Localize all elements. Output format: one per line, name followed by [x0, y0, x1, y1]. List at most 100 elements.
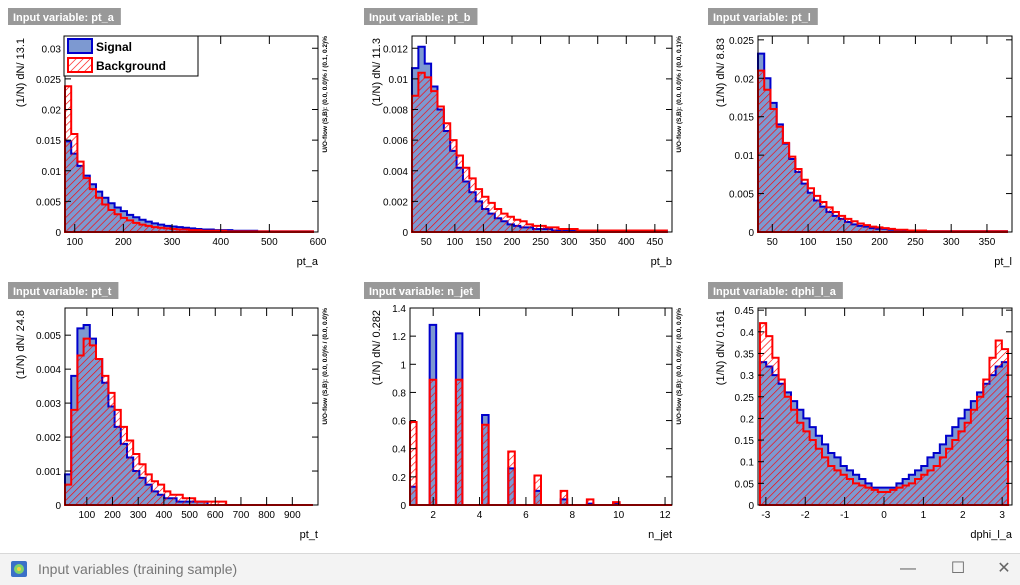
legend: Signal Background [63, 35, 199, 77]
x-tick-label: 4 [477, 510, 483, 521]
plots-svg: Input variable: pt_a 0 0.005 0.01 0.015 0.02 0… [8, 8, 1013, 541]
chart-panel-4: Input variable: n_jet 0 0.2 0.4 0.6 0.8 1 1.2 1.… [364, 282, 683, 541]
x-tick-label: 700 [233, 510, 250, 521]
x-tick-label: 2 [960, 510, 966, 521]
x-tick-label: 100 [78, 510, 95, 521]
plot-frame [757, 35, 1013, 233]
x-tick-label: 500 [181, 510, 198, 521]
background-histogram [64, 85, 314, 233]
chart-title-bar [708, 282, 843, 299]
close-button[interactable]: ✕ [997, 560, 1011, 577]
y-tick-label: 0.05 [735, 479, 755, 490]
plot-canvas: Input variable: pt_a 0 0.005 0.01 0.015 0.02 0… [8, 8, 1013, 541]
y-tick-label: 1.4 [392, 304, 406, 315]
y-axis-label: (1/N) dN/ 0.282 [371, 310, 383, 385]
x-tick-label: 12 [659, 510, 671, 521]
background-histogram [757, 69, 1008, 233]
x-axis-label: pt_t [300, 529, 318, 541]
y-tick-label: 0.015 [36, 136, 61, 147]
x-tick-label: 900 [284, 510, 301, 521]
x-tick-label: 0 [881, 510, 887, 521]
app-icon [11, 561, 27, 577]
y-axis-label: (1/N) dN/ 0.161 [715, 310, 727, 385]
x-tick-label: 600 [310, 237, 327, 248]
x-tick-label: 100 [800, 237, 817, 248]
x-tick-label: 1 [921, 510, 927, 521]
minimize-button[interactable]: — [900, 560, 916, 577]
y-tick-label: 0.008 [383, 106, 408, 117]
x-tick-label: 300 [561, 237, 578, 248]
y-tick-label: 0.005 [729, 190, 754, 201]
y-tick-label: 0 [748, 501, 754, 512]
overflow-label: U/O-flow (S,B): (0.0, 0.0)% / (0.1, 0.2)… [322, 36, 329, 153]
y-tick-label: 0 [748, 228, 754, 239]
x-tick-label: 100 [447, 237, 464, 248]
y-tick-label: 0.002 [383, 197, 408, 208]
chart-title-bar [364, 8, 478, 25]
y-tick-label: 0.45 [735, 306, 755, 317]
x-axis-label: pt_l [994, 256, 1012, 268]
chart-panel-5: Input variable: dphi_l_a 0 0.05 0.1 0.15 0.2 0… [708, 282, 1013, 541]
chart-panel-3: Input variable: pt_t 0 0.001 0.002 0.003 0.00… [8, 282, 329, 541]
x-tick-label: 350 [589, 237, 606, 248]
background-histogram [758, 322, 1010, 506]
window-title: Input variables (training sample) [38, 561, 238, 577]
x-tick-label: 100 [66, 237, 83, 248]
legend-background-swatch [67, 57, 93, 73]
y-tick-label: 0.25 [735, 393, 755, 404]
x-tick-label: 200 [504, 237, 521, 248]
plot-frame [411, 35, 673, 233]
x-tick-label: 200 [104, 510, 121, 521]
y-tick-label: 0.4 [392, 445, 406, 456]
x-tick-label: 400 [156, 510, 173, 521]
y-tick-label: 0.02 [42, 106, 62, 117]
y-tick-label: 0.6 [392, 417, 406, 428]
y-tick-label: 0.03 [42, 44, 62, 55]
y-tick-label: 1.2 [392, 332, 406, 343]
y-tick-label: 0.025 [36, 75, 61, 86]
y-tick-label: 0.01 [735, 151, 755, 162]
x-tick-label: 150 [475, 237, 492, 248]
y-tick-label: 0.005 [36, 331, 61, 342]
legend-signal-swatch [67, 38, 93, 54]
y-tick-label: 0.001 [36, 467, 61, 478]
y-tick-label: 0.8 [392, 388, 406, 399]
x-tick-label: 400 [212, 237, 229, 248]
x-tick-label: 250 [907, 237, 924, 248]
y-tick-label: 0.005 [36, 197, 61, 208]
x-axis-label: n_jet [648, 529, 672, 541]
window-titlebar: Input variables (training sample) — ☐ ✕ [0, 553, 1020, 585]
y-tick-label: 0.003 [36, 399, 61, 410]
x-tick-label: 500 [261, 237, 278, 248]
y-tick-label: 0.004 [36, 365, 61, 376]
background-histogram [411, 71, 668, 233]
chart-title: Input variable: pt_t [13, 286, 112, 298]
y-tick-label: 0.002 [36, 433, 61, 444]
overflow-label: U/O-flow (S,B): (0.0, 0.0)% / (0.0, 0.0)… [322, 308, 329, 425]
y-tick-label: 0.2 [392, 473, 406, 484]
y-tick-label: 0.004 [383, 167, 408, 178]
chart-title: Input variable: pt_l [713, 12, 811, 24]
y-tick-label: 0.3 [740, 371, 754, 382]
chart-panel-2: Input variable: pt_l 0 0.005 0.01 0.015 0.02 0… [708, 8, 1013, 268]
plot-frame [409, 307, 673, 506]
chart-title: Input variable: pt_a [13, 12, 115, 24]
overflow-label: U/O-flow (S,B): (0.0, 0.0)% / (0.0, 0.0)… [676, 308, 683, 425]
chart-title-bar [708, 8, 818, 25]
y-tick-label: 1 [400, 360, 406, 371]
x-tick-label: 300 [164, 237, 181, 248]
y-axis-label: (1/N) dN/ 8.83 [715, 38, 727, 107]
x-axis-label: pt_a [297, 256, 319, 268]
y-tick-label: 0.15 [735, 436, 755, 447]
y-axis-label: (1/N) dN/ 13.1 [15, 38, 27, 107]
y-axis-label: (1/N) dN/ 11.3 [371, 38, 383, 106]
x-tick-label: 6 [523, 510, 529, 521]
x-tick-label: 450 [647, 237, 664, 248]
chart-title-bar [8, 282, 119, 299]
x-tick-label: -1 [840, 510, 849, 521]
maximize-button[interactable]: ☐ [950, 560, 966, 577]
chart-title: Input variable: pt_b [369, 12, 471, 24]
x-tick-label: 2 [430, 510, 436, 521]
y-tick-label: 0.025 [729, 36, 754, 47]
y-tick-label: 0.2 [740, 414, 754, 425]
